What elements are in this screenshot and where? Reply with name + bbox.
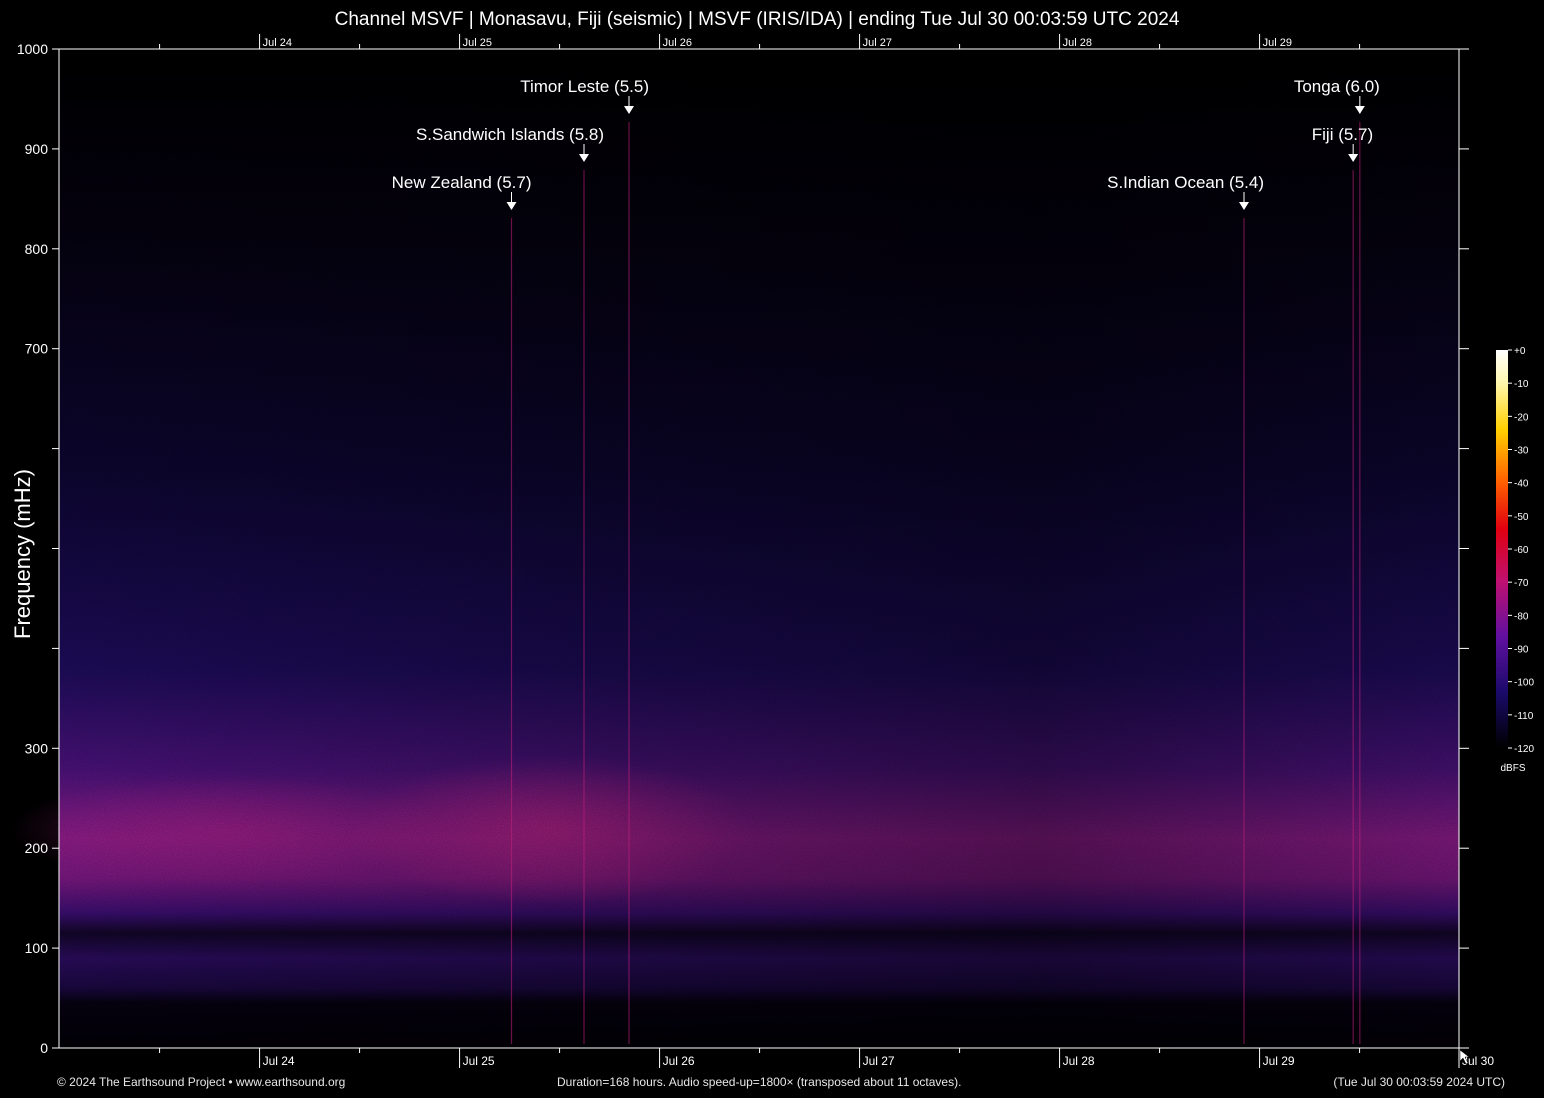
x-top-tick-label: Jul 25 xyxy=(463,37,492,49)
event-arrow-icon xyxy=(506,202,517,210)
chart-title: Channel MSVF | Monasavu, Fiji (seismic) … xyxy=(334,9,1180,30)
copyright-footer: © 2024 The Earthsound Project • www.eart… xyxy=(57,1075,346,1089)
colorbar: +0 -10 -20 -30 -40 -50 -60 -70 -80 -90 -100 -110 -12… xyxy=(1496,346,1534,774)
event-arrow-icon xyxy=(1354,106,1365,114)
colorbar-tick-label: -80 xyxy=(1514,611,1529,622)
event-label: New Zealand (5.7) xyxy=(392,173,532,192)
y-tick-label: 1000 xyxy=(17,41,48,57)
plot-area xyxy=(10,48,1460,1049)
y-tick-label: 300 xyxy=(25,740,49,756)
colorbar-tick-label: -10 xyxy=(1514,379,1529,390)
colorbar-tick-label: +0 xyxy=(1514,346,1526,357)
event-annotations: New Zealand (5.7) S.Sandwich Islands (5.8… xyxy=(392,77,1380,210)
x-tick-label: Jul 30 xyxy=(1462,1054,1494,1068)
colorbar-tick-label: -100 xyxy=(1514,678,1534,689)
x-top-tick-label: Jul 27 xyxy=(863,37,892,49)
colorbar-tick-label: -90 xyxy=(1514,645,1529,656)
event-label: Fiji (5.7) xyxy=(1312,125,1373,144)
y-tick-label: 200 xyxy=(25,840,49,856)
event-label: Tonga (6.0) xyxy=(1294,77,1380,96)
colorbar-tick-label: -110 xyxy=(1514,711,1534,722)
timestamp-footer: (Tue Jul 30 00:03:59 2024 UTC) xyxy=(1333,1075,1505,1089)
colorbar-tick-label: -70 xyxy=(1514,578,1529,589)
y-axis: 0 100 200 300 700 800 900 1000 xyxy=(17,41,1469,1056)
x-top-tick-label: Jul 28 xyxy=(1063,37,1092,49)
y-tick-label: 0 xyxy=(40,1040,48,1056)
x-top-tick-label: Jul 26 xyxy=(663,37,692,49)
x-tick-label: Jul 26 xyxy=(663,1054,695,1068)
y-tick-label: 700 xyxy=(25,341,49,357)
event-arrow-icon xyxy=(624,106,634,114)
event-label: Timor Leste (5.5) xyxy=(520,77,649,96)
x-tick-label: Jul 24 xyxy=(263,1054,295,1068)
event-label: S.Indian Ocean (5.4) xyxy=(1107,173,1264,192)
x-tick-label: Jul 27 xyxy=(863,1054,895,1068)
x-top-tick-label: Jul 29 xyxy=(1263,37,1292,49)
event-label: S.Sandwich Islands (5.8) xyxy=(416,125,604,144)
y-tick-label: 800 xyxy=(25,241,49,257)
duration-footer: Duration=168 hours. Audio speed-up=1800×… xyxy=(557,1075,962,1089)
colorbar-tick-label: -120 xyxy=(1514,744,1534,755)
y-tick-label: 100 xyxy=(25,940,49,956)
colorbar-unit: dBFS xyxy=(1500,763,1525,774)
x-axis-top: Jul 24 Jul 25 Jul 26 Jul 27 Jul 28 Jul 29 xyxy=(259,34,1292,49)
x-tick-label: Jul 29 xyxy=(1263,1054,1295,1068)
colorbar-tick-label: -30 xyxy=(1514,446,1529,457)
colorbar-tick-label: -20 xyxy=(1514,412,1529,423)
colorbar-tick-label: -60 xyxy=(1514,545,1529,556)
spectrogram-grain xyxy=(59,49,1459,1048)
event-arrow-icon xyxy=(1348,154,1359,162)
x-tick-label: Jul 25 xyxy=(463,1054,495,1068)
colorbar-ticks: +0 -10 -20 -30 -40 -50 -60 -70 -80 -90 -100 -110 -12… xyxy=(1508,346,1534,755)
colorbar-tick-label: -40 xyxy=(1514,479,1529,490)
x-axis-bottom: Jul 24 Jul 25 Jul 26 Jul 27 Jul 28 Jul 29 Jul … xyxy=(159,44,1494,1068)
colorbar-gradient xyxy=(1496,350,1508,748)
x-top-tick-label: Jul 24 xyxy=(263,37,292,49)
x-tick-label: Jul 28 xyxy=(1063,1054,1095,1068)
event-arrow-icon xyxy=(1239,202,1249,210)
colorbar-tick-label: -50 xyxy=(1514,512,1529,523)
event-lines xyxy=(510,122,1361,1044)
y-tick-label: 900 xyxy=(25,141,49,157)
event-arrow-icon xyxy=(579,154,589,162)
end-cursor-icon xyxy=(1459,1049,1470,1065)
